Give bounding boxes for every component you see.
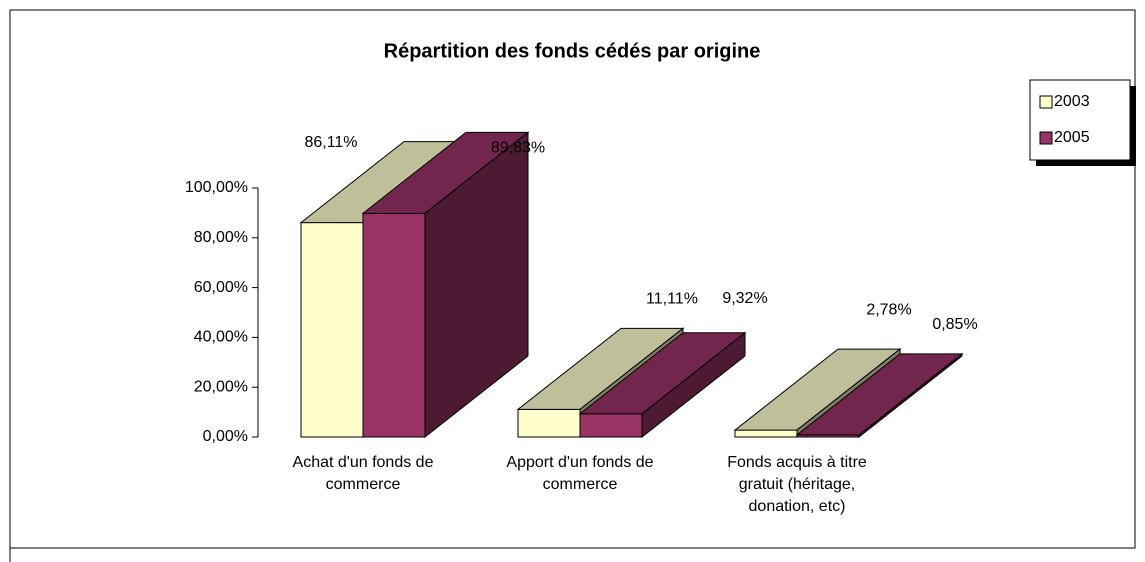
bar-side — [641, 331, 746, 439]
legend-swatch — [1039, 131, 1053, 145]
bar-side — [858, 352, 963, 439]
bar-front — [579, 413, 643, 438]
y-tick-label: 20,00% — [194, 378, 248, 395]
value-label: 86,11% — [304, 134, 357, 151]
value-label: 11,11% — [646, 291, 698, 308]
legend-label: 2005 — [1054, 129, 1090, 146]
legend-label: 2003 — [1054, 93, 1090, 110]
y-tick-label: 60,00% — [194, 279, 248, 296]
bar-front — [300, 222, 364, 438]
x-tick-label: Achat d'un fonds de commerce — [292, 454, 434, 493]
value-label: 0,85% — [932, 316, 977, 333]
bar-side — [424, 131, 529, 439]
chart-frame — [9, 9, 1136, 549]
x-tick-label: Fonds acquis à titre gratuit (héritage, … — [727, 454, 867, 515]
bar-front — [362, 212, 426, 438]
bar-front — [734, 429, 798, 438]
y-tick-label: 100,00% — [185, 179, 248, 196]
chart-title: Répartition des fonds cédés par origine — [384, 40, 761, 62]
legend-swatch — [1039, 95, 1053, 109]
x-tick-label: Apport d'un fonds de commerce — [506, 454, 654, 493]
value-label: 2,78% — [866, 301, 911, 318]
value-label: 9,32% — [722, 290, 767, 307]
y-tick-label: 80,00% — [194, 229, 248, 246]
legend — [1029, 79, 1131, 161]
y-tick-label: 0,00% — [203, 428, 248, 445]
y-tick-label: 40,00% — [194, 329, 248, 346]
bar-front — [517, 408, 581, 438]
value-label: 89,83% — [491, 140, 545, 157]
